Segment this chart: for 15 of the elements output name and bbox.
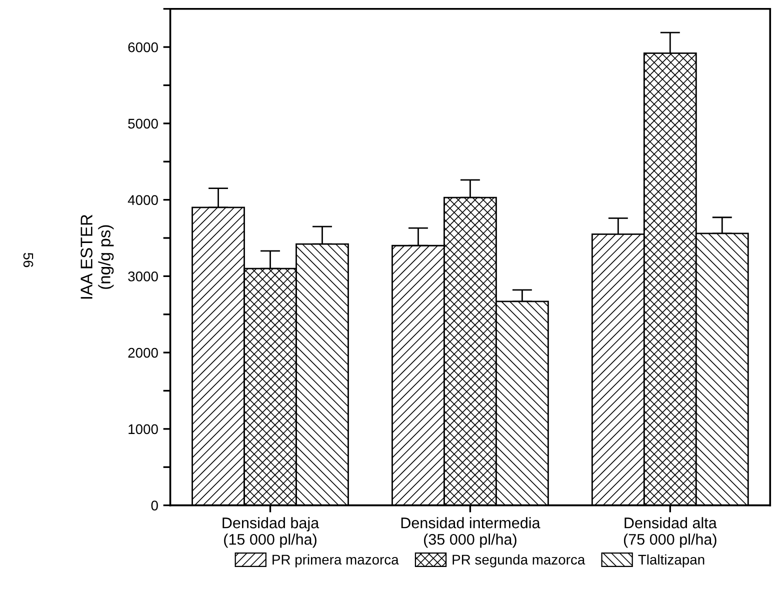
legend-label: PR primera mazorca <box>272 554 399 568</box>
y-tick-label: 3000 <box>128 272 158 282</box>
legend-label: Tlaltizapan <box>638 554 704 568</box>
y-axis-title: IAA ESTER (ng/g ps) <box>80 214 114 299</box>
y-tick-label: 4000 <box>128 195 158 205</box>
x-tick-label: Densidad intermedia (35 000 pl/ha) <box>401 517 540 548</box>
x-tick-label: Densidad baja (15 000 pl/ha) <box>222 517 320 548</box>
y-tick-label: 5000 <box>128 118 158 129</box>
y-tick-label: 1000 <box>128 424 158 434</box>
y-tick-label: 6000 <box>128 42 158 52</box>
x-tick-label: Densidad alta (75 000 pl/ha) <box>624 517 717 548</box>
y-tick-label: 0 <box>151 500 158 510</box>
legend-label: PR segunda mazorca <box>452 554 586 568</box>
y-tick-label: 2000 <box>128 348 158 358</box>
text: 56 <box>23 252 34 268</box>
